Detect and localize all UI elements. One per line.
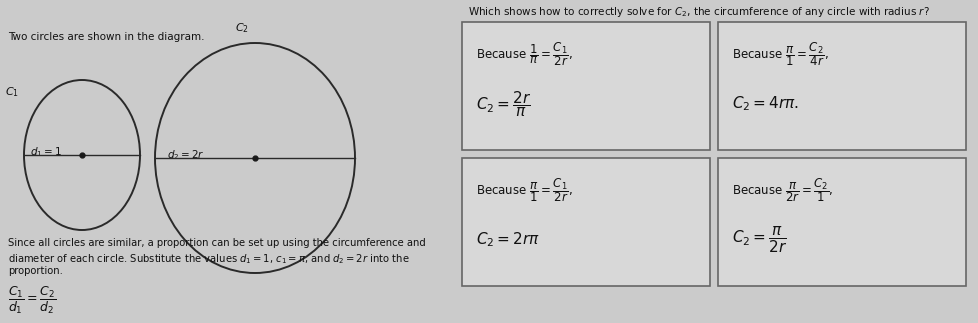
Text: diameter of each circle. Substitute the values $d_1 = 1$, $c_1 = \pi$, and $d_2 : diameter of each circle. Substitute the … [8, 252, 410, 266]
Text: Which shows how to correctly solve for $C_2$, the circumference of any circle wi: Which shows how to correctly solve for $… [467, 5, 929, 19]
FancyBboxPatch shape [462, 158, 709, 286]
Text: $d_2=2r$: $d_2=2r$ [167, 148, 204, 162]
Text: $C_1$: $C_1$ [5, 85, 19, 99]
Text: $C_2 = \dfrac{2r}{\pi}$: $C_2 = \dfrac{2r}{\pi}$ [475, 89, 531, 119]
Text: Because $\dfrac{\pi}{1} = \dfrac{C_1}{2r}$,: Because $\dfrac{\pi}{1} = \dfrac{C_1}{2r… [475, 176, 572, 204]
Text: Because $\dfrac{1}{\pi} = \dfrac{C_1}{2r}$,: Because $\dfrac{1}{\pi} = \dfrac{C_1}{2r… [475, 40, 572, 68]
FancyBboxPatch shape [462, 22, 709, 150]
Text: $d_1=1$: $d_1=1$ [30, 145, 62, 159]
Text: proportion.: proportion. [8, 266, 63, 276]
Text: Two circles are shown in the diagram.: Two circles are shown in the diagram. [8, 32, 204, 42]
Text: $C_2 = 2r\pi$: $C_2 = 2r\pi$ [475, 231, 540, 249]
Text: $C_2$: $C_2$ [235, 21, 248, 35]
Text: Because $\dfrac{\pi}{1} = \dfrac{C_2}{4r}$,: Because $\dfrac{\pi}{1} = \dfrac{C_2}{4r… [732, 40, 828, 68]
Text: $C_2 = 4r\pi.$: $C_2 = 4r\pi.$ [732, 95, 798, 113]
Text: Since all circles are similar, a proportion can be set up using the circumferenc: Since all circles are similar, a proport… [8, 238, 425, 248]
Text: $\dfrac{C_1}{d_1} = \dfrac{C_2}{d_2}$: $\dfrac{C_1}{d_1} = \dfrac{C_2}{d_2}$ [8, 285, 56, 316]
FancyBboxPatch shape [717, 22, 965, 150]
FancyBboxPatch shape [717, 158, 965, 286]
Text: Because $\dfrac{\pi}{2r} = \dfrac{C_2}{1}$,: Because $\dfrac{\pi}{2r} = \dfrac{C_2}{1… [732, 176, 832, 204]
Text: $C_2 = \dfrac{\pi}{2r}$: $C_2 = \dfrac{\pi}{2r}$ [732, 225, 786, 255]
